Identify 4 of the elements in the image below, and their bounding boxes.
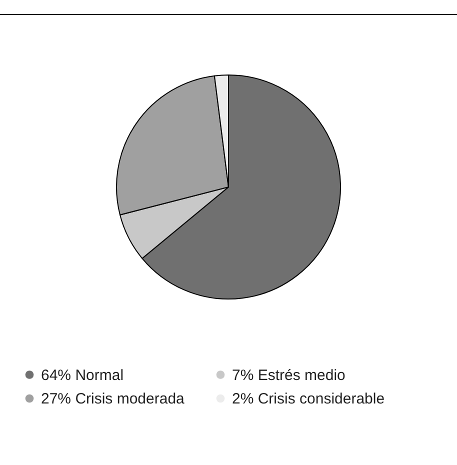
legend-label: 64% Normal (41, 366, 124, 384)
legend-label: 2% Crisis considerable (232, 390, 385, 408)
legend-label: 27% Crisis moderada (41, 390, 186, 408)
legend-label: 7% Estrés medio (232, 366, 346, 384)
